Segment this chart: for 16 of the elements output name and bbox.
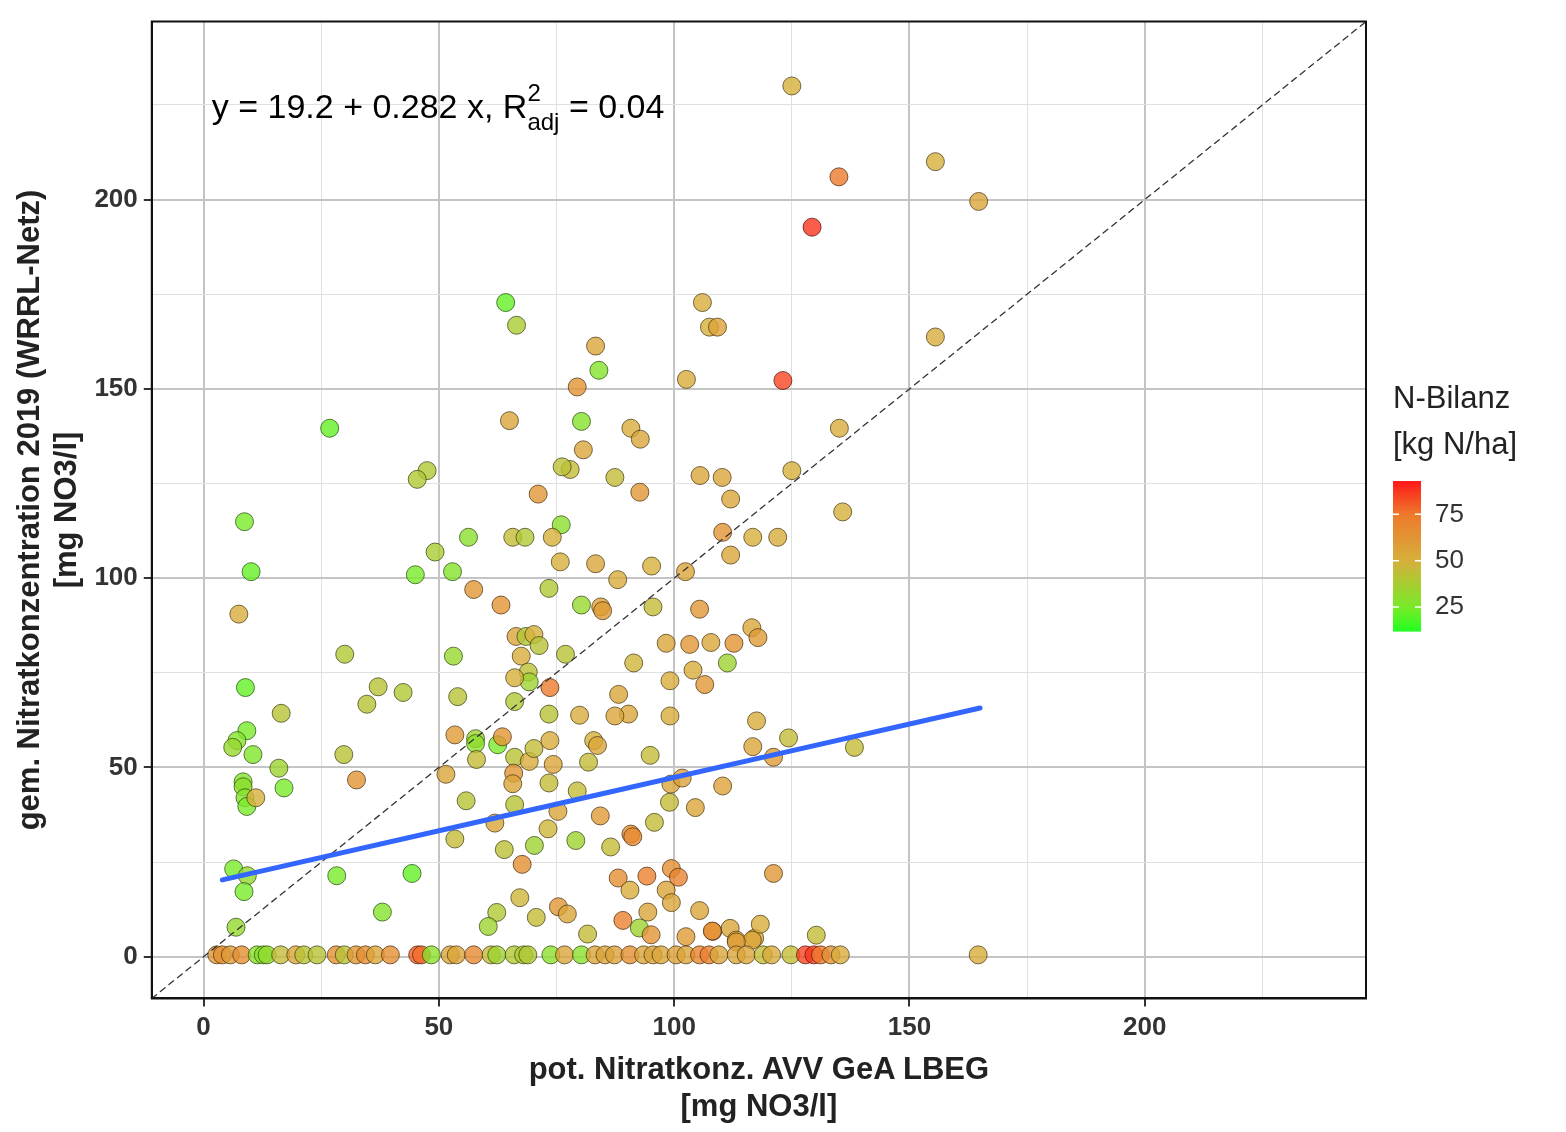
y-tick-label: 200	[94, 182, 138, 213]
y-axis-title: gem. Nitratkonzentration 2019 (WRRL-Netz) [mg NO3/l]	[11, 189, 84, 831]
x-tick-label: 0	[196, 1011, 211, 1042]
color-bar-title: N-Bilanz [kg N/ha]	[1393, 380, 1518, 461]
x-tick-label: 50	[424, 1011, 454, 1042]
x-tick-label: 100	[652, 1011, 696, 1042]
y-tick-label: 50	[108, 750, 138, 781]
y-tick-label: 150	[94, 372, 138, 403]
color-bar-label: 75	[1435, 497, 1464, 528]
y-tick-label: 0	[123, 939, 138, 970]
x-tick-label: 150	[887, 1011, 932, 1042]
y-tick-label: 100	[94, 561, 138, 592]
x-axis-title: pot. Nitratkonz. AVV GeA LBEG [mg NO3/l]	[528, 1050, 990, 1123]
x-tick-label: 200	[1123, 1011, 1167, 1042]
color-bar-label: 50	[1435, 543, 1464, 574]
color-bar-label: 25	[1435, 590, 1464, 621]
